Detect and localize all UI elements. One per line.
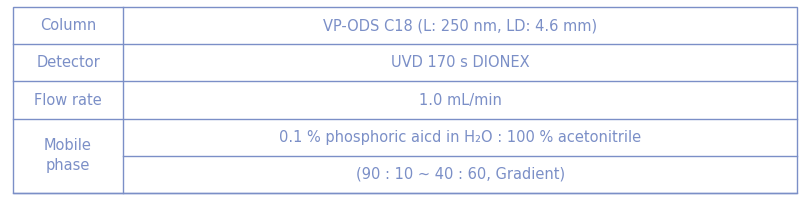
Text: 0.1 % phosphoric aicd in H₂O : 100 % acetonitrile: 0.1 % phosphoric aicd in H₂O : 100 % ace… — [279, 130, 642, 145]
Text: Mobile
phase: Mobile phase — [44, 138, 92, 173]
Text: 1.0 mL/min: 1.0 mL/min — [419, 92, 501, 108]
Text: UVD 170 s DIONEX: UVD 170 s DIONEX — [390, 55, 530, 70]
Text: (90 : 10 ~ 40 : 60, Gradient): (90 : 10 ~ 40 : 60, Gradient) — [356, 167, 565, 182]
Text: Detector: Detector — [36, 55, 100, 70]
Text: Flow rate: Flow rate — [34, 92, 102, 108]
Text: VP-ODS C18 (L: 250 nm, LD: 4.6 mm): VP-ODS C18 (L: 250 nm, LD: 4.6 mm) — [323, 18, 597, 33]
Text: Column: Column — [40, 18, 96, 33]
